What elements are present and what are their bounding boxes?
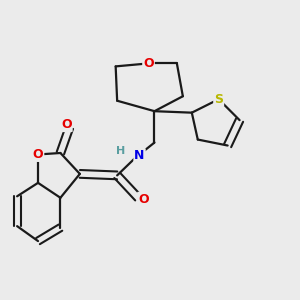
Text: O: O — [138, 193, 149, 206]
Text: S: S — [214, 93, 223, 106]
Text: O: O — [33, 148, 43, 161]
Text: H: H — [116, 146, 125, 157]
Text: O: O — [61, 118, 72, 131]
Text: O: O — [143, 57, 154, 70]
Text: N: N — [134, 149, 145, 162]
